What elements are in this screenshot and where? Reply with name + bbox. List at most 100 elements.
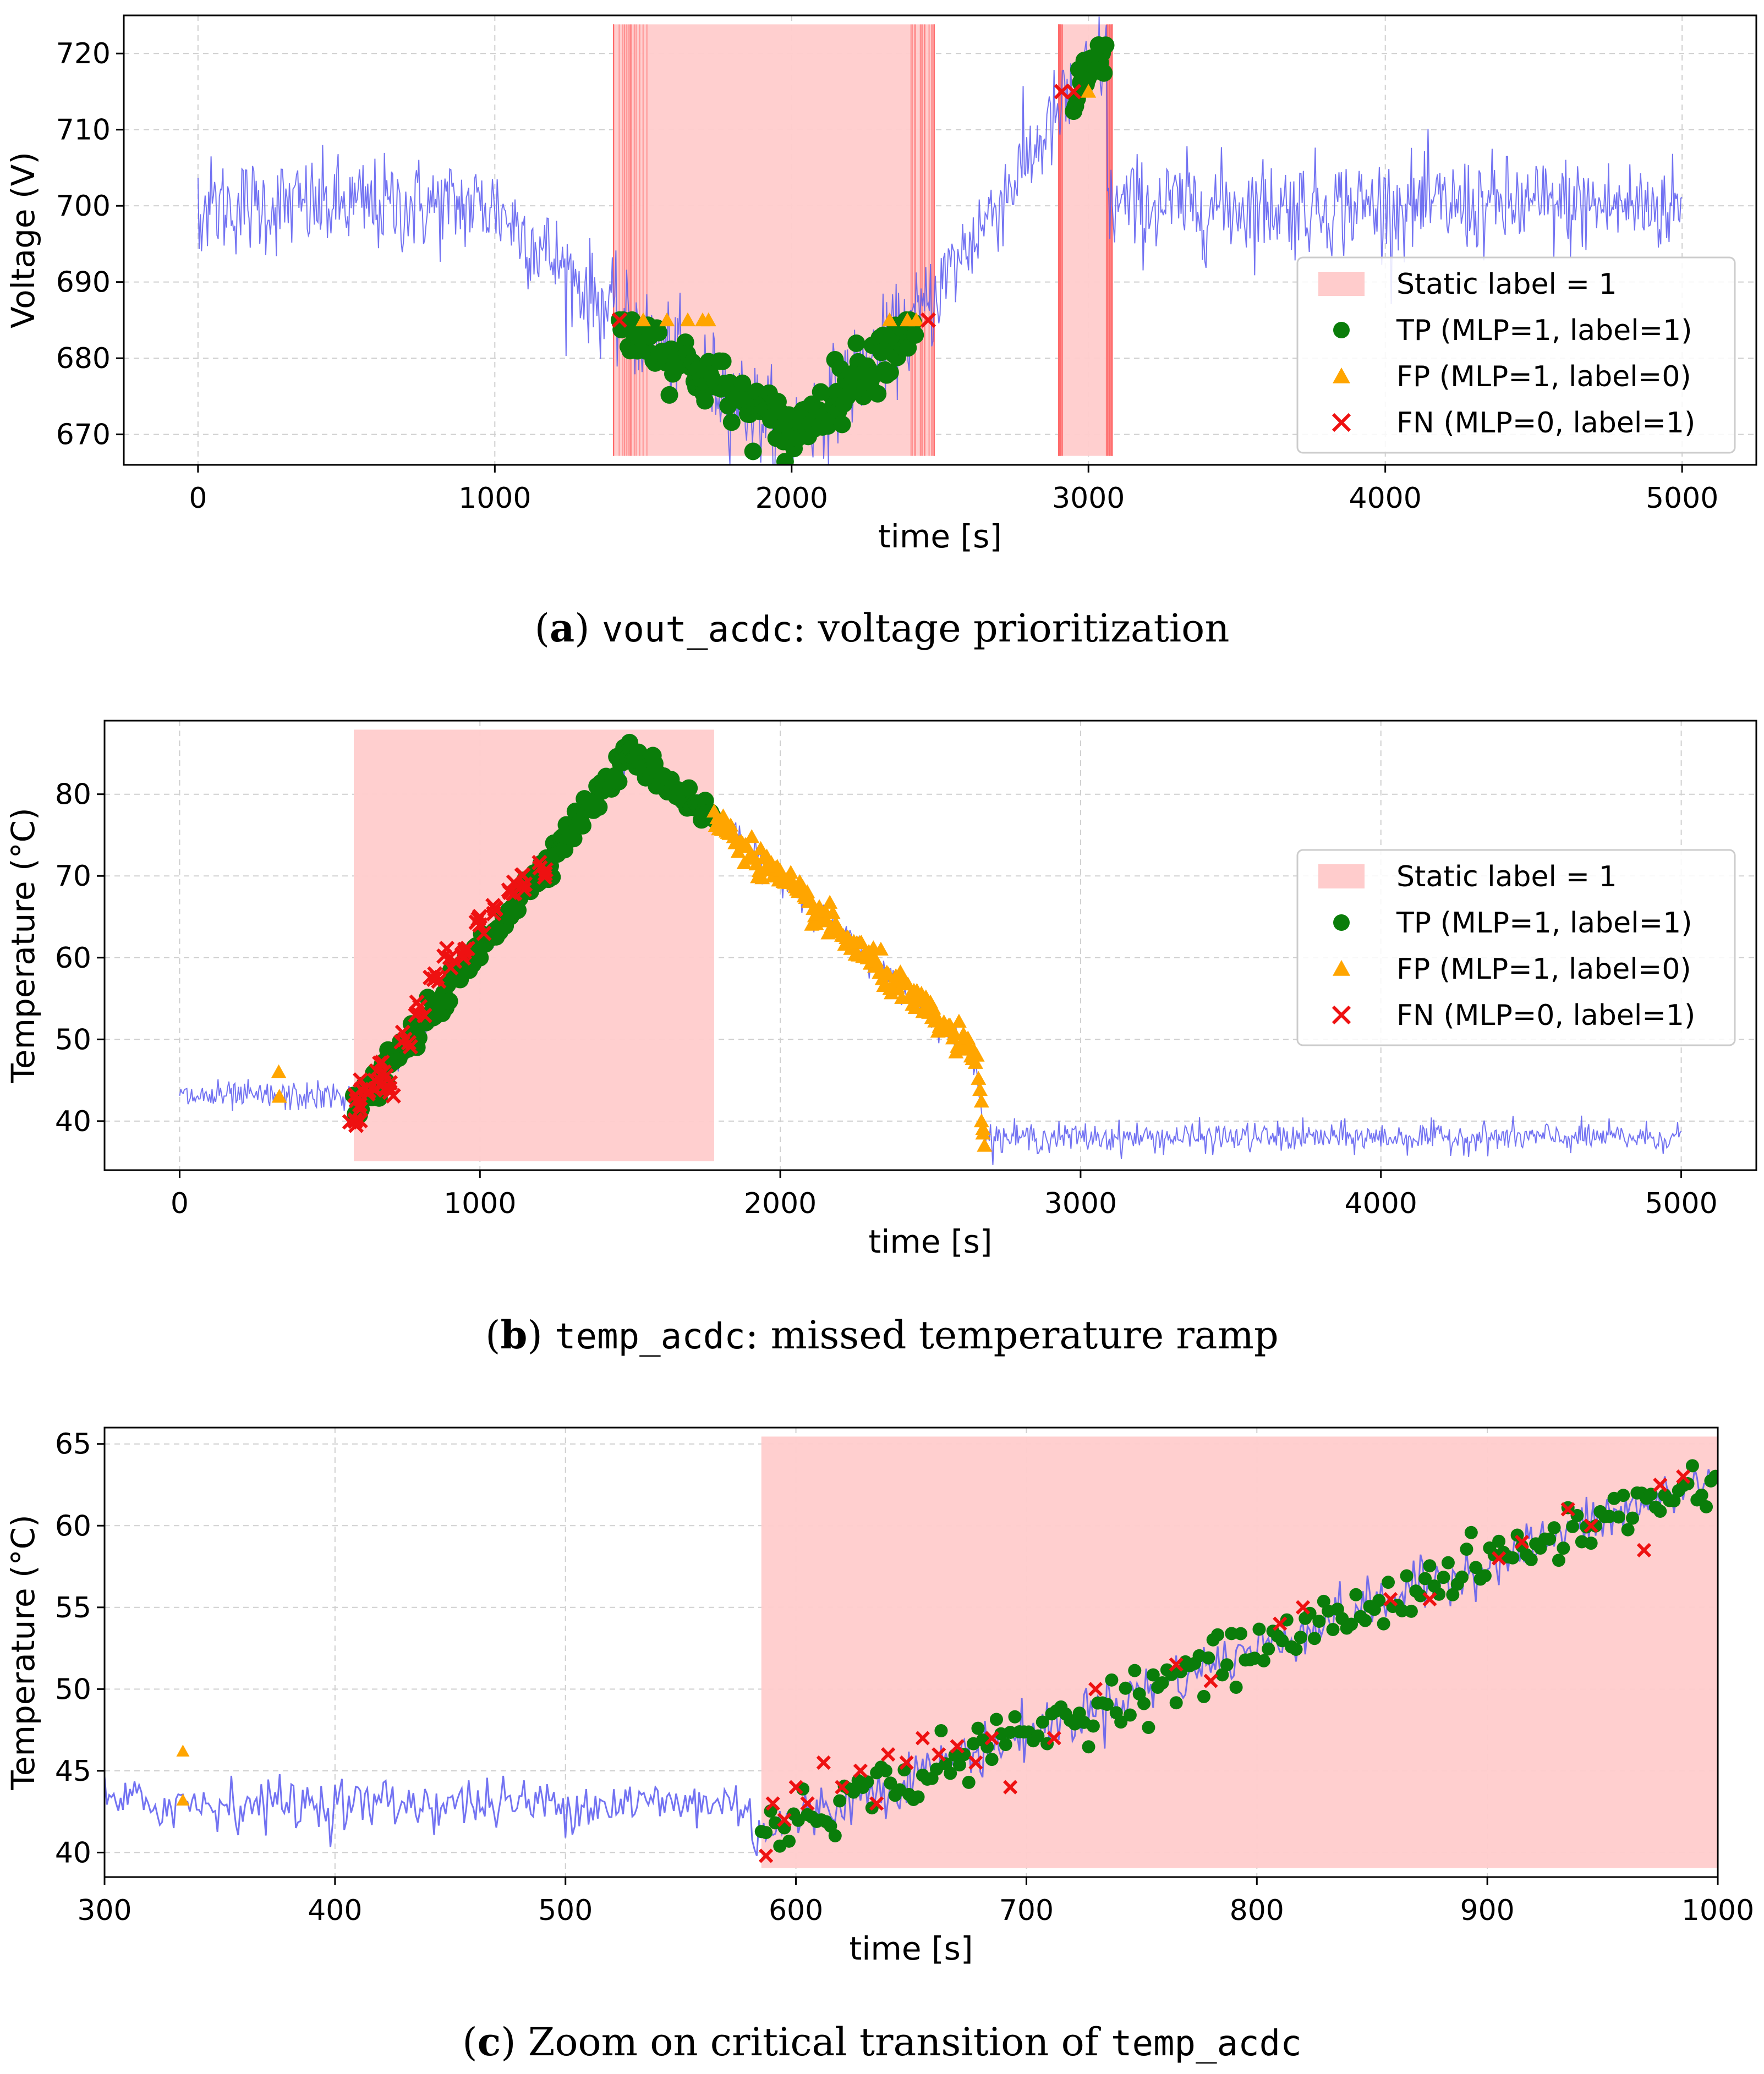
- tp-marker: [1418, 1572, 1432, 1585]
- tp-marker: [471, 948, 489, 967]
- tp-marker: [1308, 1632, 1321, 1645]
- tp-marker: [1031, 1729, 1045, 1743]
- y-tick-label: 690: [56, 266, 111, 299]
- tp-marker: [714, 352, 732, 370]
- tp-marker: [1695, 1488, 1708, 1502]
- fn-marker: [1203, 1674, 1218, 1688]
- tp-marker: [980, 1740, 994, 1754]
- fn-marker: [514, 878, 530, 894]
- tp-marker: [1423, 1559, 1437, 1573]
- x-tick-label: 5000: [1645, 1187, 1717, 1220]
- legend-box: [1296, 849, 1736, 1046]
- tp-marker: [1234, 1627, 1247, 1640]
- x-tick-label: 2000: [755, 482, 828, 515]
- fn-marker: [431, 973, 447, 989]
- tp-marker: [1262, 1642, 1275, 1656]
- chart-1: 0 1000 2000 3000 4000 5000 670 680 690 700 710 720 t…: [4, 14, 1757, 555]
- fp-marker: [773, 863, 788, 877]
- tp-marker: [944, 1766, 957, 1780]
- legend-fn-label: FN (MLP=0, label=1): [1396, 999, 1695, 1032]
- y-axis-label: Temperature (°C): [4, 808, 42, 1084]
- fn-marker: [1584, 1518, 1598, 1533]
- x-tick-label: 0: [189, 482, 207, 515]
- tp-marker: [1441, 1556, 1455, 1570]
- plot-area: [124, 15, 1756, 465]
- plot-area: [105, 721, 1756, 1170]
- fp-marker: [873, 941, 889, 956]
- fn-marker: [915, 1731, 930, 1746]
- tp-marker: [1345, 1617, 1358, 1631]
- static-label-region: [354, 729, 715, 1161]
- fn-marker: [1002, 1780, 1018, 1795]
- tp-marker: [962, 1775, 976, 1789]
- y-tick-label: 710: [56, 114, 111, 147]
- y-tick-label: 45: [55, 1755, 91, 1788]
- fn-marker: [920, 312, 936, 328]
- tp-marker: [1626, 1511, 1640, 1525]
- legend-fp-marker: [1333, 960, 1350, 976]
- fp-marker: [951, 1013, 967, 1028]
- caption-c: (c) Zoom on critical transition of temp_…: [462, 2019, 1302, 2065]
- fp-marker: [973, 1113, 989, 1128]
- fp-marker: [783, 865, 799, 879]
- x-tick-label: 300: [77, 1894, 132, 1927]
- y-axis-label: Temperature (°C): [4, 1515, 42, 1791]
- fp-marker: [680, 312, 695, 327]
- tp-marker: [1570, 1508, 1584, 1522]
- tp-marker: [650, 323, 668, 342]
- tp-marker: [1312, 1615, 1326, 1628]
- tp-marker: [1464, 1526, 1478, 1539]
- tp-marker: [971, 1721, 985, 1735]
- fn-marker: [1514, 1534, 1530, 1550]
- fn-marker: [1273, 1616, 1288, 1631]
- tp-marker: [1280, 1613, 1294, 1627]
- tp-marker: [1460, 1543, 1473, 1556]
- fp-marker: [730, 844, 746, 858]
- x-tick-label: 700: [999, 1894, 1054, 1927]
- x-tick-label: 0: [171, 1187, 189, 1220]
- tp-marker: [1294, 1631, 1307, 1644]
- tp-marker: [884, 1776, 897, 1790]
- fn-marker: [382, 1075, 398, 1091]
- legend-tp-label: TP (MLP=1, label=1): [1396, 907, 1692, 940]
- tp-marker: [833, 1794, 847, 1808]
- tp-marker: [1119, 1681, 1132, 1695]
- fp-marker: [176, 1793, 190, 1806]
- legend-box: [1296, 256, 1736, 454]
- fn-marker: [611, 312, 628, 328]
- x-tick-label: 400: [308, 1894, 362, 1927]
- fp-marker: [908, 312, 924, 327]
- chart-2: 0 1000 2000 3000 4000 5000 40 50 60 70 80 time [s] T…: [4, 720, 1757, 1260]
- fn-marker: [758, 1848, 774, 1863]
- chart-3: 300 400 500 600 700 800 900 1000 40 45 50 55 60 65 tim…: [4, 1426, 1754, 1967]
- tp-marker: [1685, 1459, 1699, 1473]
- y-tick-label: 60: [55, 1510, 91, 1543]
- tp-marker: [1414, 1589, 1427, 1603]
- fn-marker: [537, 866, 553, 882]
- fp-marker: [739, 839, 755, 853]
- tp-marker: [1404, 1604, 1418, 1618]
- tp-marker: [1146, 1668, 1160, 1682]
- tp-marker: [1617, 1489, 1630, 1502]
- tp-marker: [1547, 1521, 1561, 1535]
- tp-marker: [1446, 1588, 1460, 1601]
- fn-marker: [816, 1755, 831, 1770]
- tp-marker: [759, 1826, 773, 1840]
- tp-marker: [1644, 1488, 1658, 1501]
- y-tick-label: 680: [56, 342, 111, 375]
- legend-static-label: Static label = 1: [1396, 268, 1617, 301]
- tp-marker: [1197, 1689, 1210, 1703]
- tp-marker: [1086, 1719, 1100, 1733]
- tp-marker: [985, 1753, 999, 1766]
- tp-marker: [1326, 1623, 1340, 1637]
- tp-marker: [989, 1713, 1003, 1726]
- fn-marker: [1560, 1502, 1575, 1517]
- tp-marker: [1142, 1721, 1155, 1735]
- fn-marker: [777, 1812, 792, 1828]
- fn-marker: [869, 1796, 884, 1811]
- tp-marker: [1543, 1532, 1557, 1546]
- fn-marker: [1066, 84, 1082, 100]
- tp-marker: [999, 1738, 1012, 1752]
- fn-marker: [408, 1007, 424, 1023]
- x-tick-label: 3000: [1052, 482, 1125, 515]
